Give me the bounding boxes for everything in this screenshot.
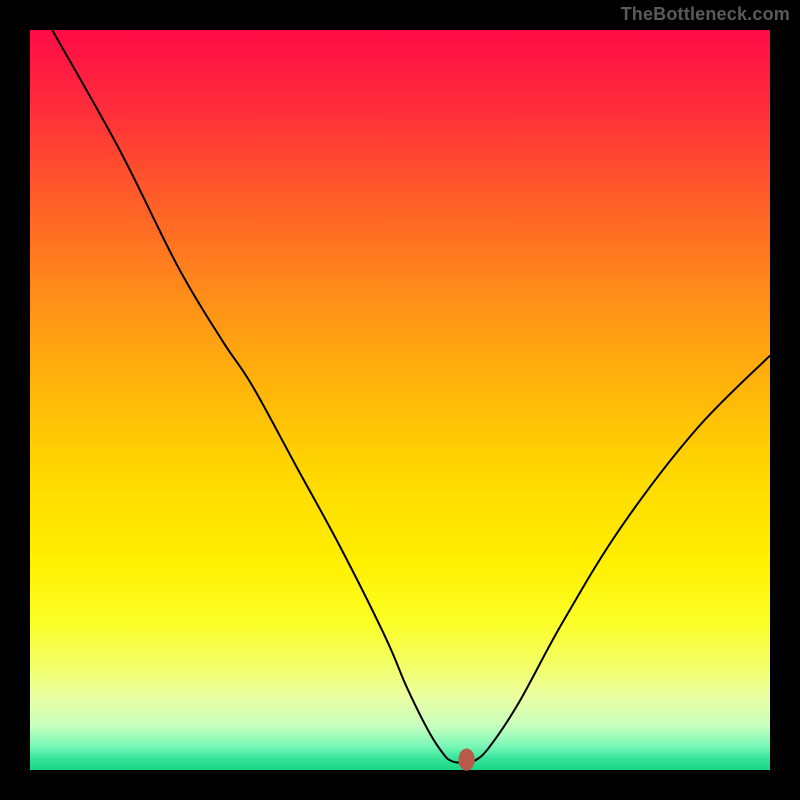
optimum-point-marker	[458, 749, 474, 771]
bottleneck-curve-chart	[0, 0, 800, 800]
chart-plot-background	[30, 30, 770, 770]
watermark-text: TheBottleneck.com	[621, 4, 790, 25]
